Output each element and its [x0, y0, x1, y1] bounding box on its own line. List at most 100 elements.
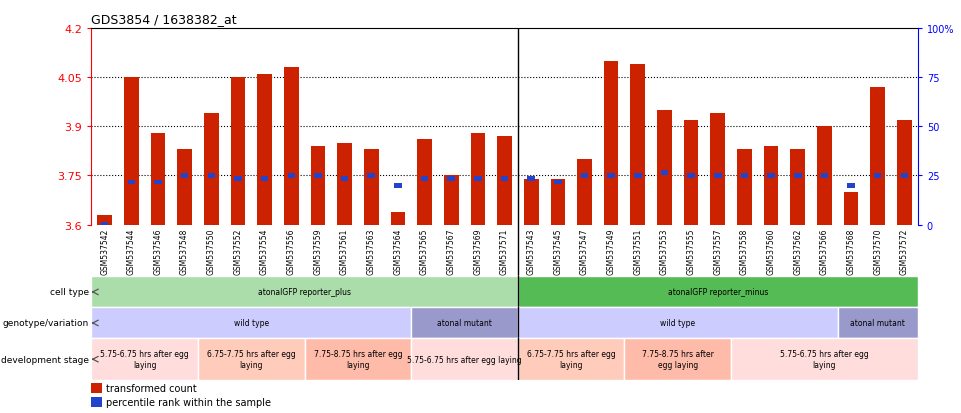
Text: GSM537550: GSM537550 — [207, 228, 216, 274]
Bar — [181, 173, 188, 178]
Bar — [204, 114, 218, 225]
Text: GSM537555: GSM537555 — [687, 228, 696, 274]
Bar — [501, 177, 508, 182]
Bar — [417, 140, 431, 225]
Bar — [848, 183, 855, 188]
Text: GSM537568: GSM537568 — [847, 228, 855, 274]
Text: GSM537571: GSM537571 — [500, 228, 509, 274]
Bar — [657, 111, 672, 225]
Text: GSM537556: GSM537556 — [286, 228, 296, 274]
Bar — [710, 114, 726, 225]
Text: GSM537559: GSM537559 — [313, 228, 322, 274]
Text: 5.75-6.75 hrs after egg
laying: 5.75-6.75 hrs after egg laying — [100, 350, 189, 369]
Bar — [421, 177, 429, 182]
Text: cell type: cell type — [50, 288, 88, 297]
Bar — [91, 339, 198, 380]
Text: GSM537543: GSM537543 — [527, 228, 535, 274]
Text: GSM537551: GSM537551 — [633, 228, 642, 274]
Text: wild type: wild type — [660, 319, 696, 328]
Bar — [97, 215, 112, 225]
Text: 6.75-7.75 hrs after egg
laying: 6.75-7.75 hrs after egg laying — [207, 350, 296, 369]
Bar — [287, 173, 295, 178]
Text: GSM537558: GSM537558 — [740, 228, 749, 274]
Bar — [390, 212, 406, 225]
Text: transformed count: transformed count — [107, 383, 197, 393]
Bar — [838, 308, 918, 339]
Bar — [497, 137, 512, 225]
Bar — [607, 173, 615, 178]
Bar — [208, 173, 215, 178]
Bar — [871, 88, 885, 225]
Text: GSM537553: GSM537553 — [660, 228, 669, 274]
Bar — [444, 176, 458, 225]
Bar — [258, 75, 272, 225]
Bar — [821, 173, 828, 178]
Bar — [684, 121, 699, 225]
Bar — [630, 65, 645, 225]
Bar — [528, 177, 535, 182]
Bar — [91, 397, 102, 407]
Bar — [337, 143, 352, 225]
Bar — [737, 150, 752, 225]
Bar — [578, 160, 592, 225]
Text: percentile rank within the sample: percentile rank within the sample — [107, 398, 271, 408]
Text: 5.75-6.75 hrs after egg
laying: 5.75-6.75 hrs after egg laying — [780, 350, 869, 369]
Bar — [154, 180, 161, 185]
Text: GSM537562: GSM537562 — [793, 228, 802, 274]
Text: GSM537545: GSM537545 — [554, 228, 562, 274]
Bar — [448, 177, 455, 182]
Bar — [260, 177, 268, 182]
Bar — [518, 277, 918, 308]
Text: genotype/variation: genotype/variation — [2, 319, 88, 328]
Text: GSM537554: GSM537554 — [260, 228, 269, 274]
Bar — [604, 62, 619, 225]
Text: 5.75-6.75 hrs after egg laying: 5.75-6.75 hrs after egg laying — [407, 355, 522, 364]
Text: GSM537569: GSM537569 — [474, 228, 482, 274]
Bar — [875, 173, 881, 178]
Bar — [305, 339, 411, 380]
Text: 7.75-8.75 hrs after
egg laying: 7.75-8.75 hrs after egg laying — [642, 350, 714, 369]
Bar — [791, 150, 805, 225]
Text: GDS3854 / 1638382_at: GDS3854 / 1638382_at — [91, 13, 237, 26]
Bar — [625, 339, 731, 380]
Bar — [341, 177, 348, 182]
Bar — [411, 339, 518, 380]
Text: GSM537567: GSM537567 — [447, 228, 456, 274]
Bar — [471, 133, 485, 225]
Text: 7.75-8.75 hrs after egg
laying: 7.75-8.75 hrs after egg laying — [313, 350, 403, 369]
Bar — [768, 173, 775, 178]
Text: GSM537572: GSM537572 — [899, 228, 909, 274]
Text: GSM537564: GSM537564 — [393, 228, 403, 274]
Text: GSM537549: GSM537549 — [606, 228, 616, 274]
Text: GSM537565: GSM537565 — [420, 228, 429, 274]
Text: GSM537544: GSM537544 — [127, 228, 136, 274]
Bar — [411, 308, 518, 339]
Bar — [524, 179, 538, 225]
Bar — [661, 170, 668, 175]
Text: GSM537570: GSM537570 — [874, 228, 882, 274]
Bar — [844, 192, 858, 225]
Bar — [128, 180, 135, 185]
Bar — [91, 277, 518, 308]
Bar — [101, 223, 109, 228]
Text: GSM537547: GSM537547 — [580, 228, 589, 274]
Bar — [900, 173, 908, 178]
Bar — [198, 339, 305, 380]
Bar — [731, 339, 918, 380]
Bar — [580, 173, 588, 178]
Bar — [794, 173, 801, 178]
Bar — [91, 308, 411, 339]
Bar — [518, 308, 838, 339]
Text: GSM537566: GSM537566 — [820, 228, 829, 274]
Text: development stage: development stage — [1, 355, 88, 364]
Bar — [554, 180, 561, 185]
Bar — [177, 150, 192, 225]
Text: GSM537546: GSM537546 — [154, 228, 162, 274]
Bar — [394, 183, 402, 188]
Bar — [474, 177, 481, 182]
Bar — [817, 127, 832, 225]
Bar — [518, 339, 625, 380]
Text: GSM537557: GSM537557 — [713, 228, 723, 274]
Bar — [310, 147, 325, 225]
Bar — [898, 121, 912, 225]
